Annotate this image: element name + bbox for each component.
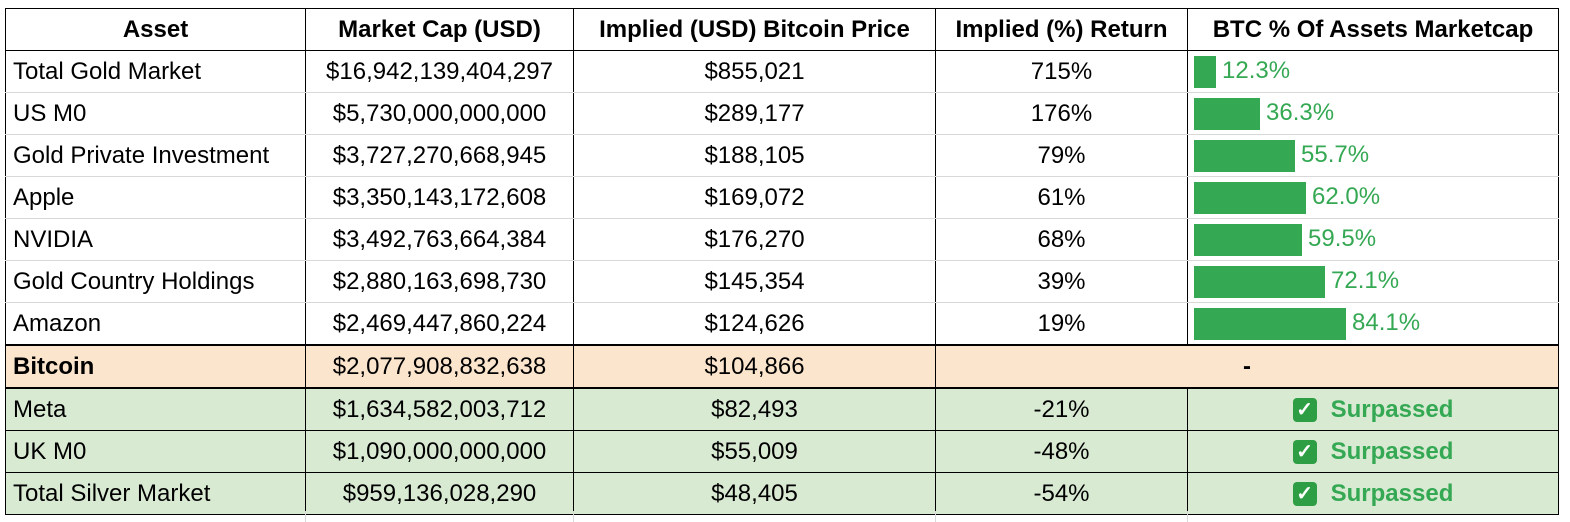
btc-pct-label: 59.5% <box>1308 225 1377 252</box>
asset-cell: Amazon <box>5 302 306 346</box>
asset-cell: Total Silver Market <box>5 472 306 515</box>
market-cap-cell: $3,727,270,668,945 <box>305 134 574 177</box>
btc-pct-cell: 72.1% <box>1187 260 1559 303</box>
header-asset: Asset <box>5 8 306 51</box>
market-cap-cell: $959,136,028,290 <box>305 472 574 515</box>
asset-cell: Bitcoin <box>5 344 306 389</box>
asset-cell: Meta <box>5 387 306 431</box>
asset-cell: Apple <box>5 176 306 219</box>
asset-cell: UK M0 <box>5 430 306 473</box>
btc-pct-cell: 36.3% <box>1187 92 1559 135</box>
header-market-cap: Market Cap (USD) <box>305 8 574 51</box>
btc-pct-label: 84.1% <box>1352 309 1421 336</box>
bitcoin-placeholder-cell: - <box>935 344 1559 389</box>
btc-pct-bar <box>1194 98 1260 130</box>
table-row: US M0 $5,730,000,000,000 $289,177 176% 3… <box>5 92 1559 135</box>
table-row: NVIDIA $3,492,763,664,384 $176,270 68% 5… <box>5 218 1559 261</box>
btc-pct-cell: 84.1% <box>1187 302 1559 346</box>
implied-price-cell: $55,009 <box>573 430 936 473</box>
implied-return-cell: 79% <box>935 134 1188 177</box>
btc-pct-cell: 12.3% <box>1187 50 1559 93</box>
implied-return-cell: -21% <box>935 387 1188 431</box>
btc-pct-bar <box>1194 266 1325 298</box>
status-label: Surpassed <box>1330 438 1454 465</box>
btc-pct-bar <box>1194 182 1306 214</box>
grid-line <box>1187 511 1188 522</box>
btc-pct-label: 36.3% <box>1266 99 1335 126</box>
market-cap-cell: $16,942,139,404,297 <box>305 50 574 93</box>
asset-comparison-table: Asset Market Cap (USD) Implied (USD) Bit… <box>5 8 1559 515</box>
asset-cell: Total Gold Market <box>5 50 306 93</box>
implied-return-cell: 715% <box>935 50 1188 93</box>
implied-price-cell: $188,105 <box>573 134 936 177</box>
market-cap-cell: $1,090,000,000,000 <box>305 430 574 473</box>
implied-return-cell: 61% <box>935 176 1188 219</box>
status-label: Surpassed <box>1330 480 1454 507</box>
btc-pct-bar <box>1194 56 1216 88</box>
implied-return-cell: -54% <box>935 472 1188 515</box>
market-cap-cell: $2,077,908,832,638 <box>305 344 574 389</box>
table-row: Apple $3,350,143,172,608 $169,072 61% 62… <box>5 176 1559 219</box>
check-mark-icon: ✓ <box>1292 482 1317 506</box>
check-mark-icon: ✓ <box>1292 398 1317 422</box>
btc-pct-bar <box>1194 308 1346 340</box>
status-label: Surpassed <box>1330 396 1454 423</box>
implied-return-cell: 176% <box>935 92 1188 135</box>
btc-pct-cell: 62.0% <box>1187 176 1559 219</box>
market-cap-cell: $1,634,582,003,712 <box>305 387 574 431</box>
implied-price-cell: $48,405 <box>573 472 936 515</box>
surpassed-row: Meta $1,634,582,003,712 $82,493 -21% ✓ S… <box>5 387 1559 431</box>
check-mark-icon: ✓ <box>1292 440 1317 464</box>
btc-pct-bar <box>1194 140 1295 172</box>
table-row: Total Gold Market $16,942,139,404,297 $8… <box>5 50 1559 93</box>
implied-return-cell: -48% <box>935 430 1188 473</box>
implied-return-cell: 68% <box>935 218 1188 261</box>
table-row: Gold Private Investment $3,727,270,668,9… <box>5 134 1559 177</box>
btc-pct-cell: 55.7% <box>1187 134 1559 177</box>
btc-pct-label: 62.0% <box>1312 183 1381 210</box>
asset-cell: NVIDIA <box>5 218 306 261</box>
market-cap-cell: $2,880,163,698,730 <box>305 260 574 303</box>
btc-pct-label: 72.1% <box>1331 267 1400 294</box>
status-cell: ✓ Surpassed <box>1187 472 1559 515</box>
header-btc-pct: BTC % Of Assets Marketcap <box>1187 8 1559 51</box>
header-implied-price: Implied (USD) Bitcoin Price <box>573 8 936 51</box>
implied-price-cell: $104,866 <box>573 344 936 389</box>
implied-price-cell: $176,270 <box>573 218 936 261</box>
status-cell: ✓ Surpassed <box>1187 387 1559 431</box>
implied-price-cell: $855,021 <box>573 50 936 93</box>
market-cap-cell: $5,730,000,000,000 <box>305 92 574 135</box>
market-cap-cell: $2,469,447,860,224 <box>305 302 574 346</box>
asset-cell: US M0 <box>5 92 306 135</box>
surpassed-row: Total Silver Market $959,136,028,290 $48… <box>5 472 1559 515</box>
asset-cell: Gold Country Holdings <box>5 260 306 303</box>
market-cap-cell: $3,350,143,172,608 <box>305 176 574 219</box>
header-row: Asset Market Cap (USD) Implied (USD) Bit… <box>5 8 1559 51</box>
grid-line <box>573 511 574 522</box>
btc-pct-label: 55.7% <box>1301 141 1370 168</box>
asset-cell: Gold Private Investment <box>5 134 306 177</box>
implied-price-cell: $169,072 <box>573 176 936 219</box>
market-cap-cell: $3,492,763,664,384 <box>305 218 574 261</box>
grid-line <box>305 511 306 522</box>
status-surpassed: ✓ Surpassed <box>1292 396 1454 424</box>
implied-price-cell: $82,493 <box>573 387 936 431</box>
table-row: Amazon $2,469,447,860,224 $124,626 19% 8… <box>5 302 1559 346</box>
surpassed-row: UK M0 $1,090,000,000,000 $55,009 -48% ✓ … <box>5 430 1559 473</box>
implied-return-cell: 39% <box>935 260 1188 303</box>
status-surpassed: ✓ Surpassed <box>1292 480 1454 508</box>
implied-price-cell: $289,177 <box>573 92 936 135</box>
table-row: Gold Country Holdings $2,880,163,698,730… <box>5 260 1559 303</box>
bitcoin-row: Bitcoin $2,077,908,832,638 $104,866 - <box>5 344 1559 389</box>
implied-price-cell: $145,354 <box>573 260 936 303</box>
status-cell: ✓ Surpassed <box>1187 430 1559 473</box>
btc-pct-cell: 59.5% <box>1187 218 1559 261</box>
btc-pct-bar <box>1194 224 1302 256</box>
status-surpassed: ✓ Surpassed <box>1292 438 1454 466</box>
implied-return-cell: 19% <box>935 302 1188 346</box>
implied-price-cell: $124,626 <box>573 302 936 346</box>
btc-pct-label: 12.3% <box>1222 57 1291 84</box>
header-implied-return: Implied (%) Return <box>935 8 1188 51</box>
grid-line <box>935 511 936 522</box>
